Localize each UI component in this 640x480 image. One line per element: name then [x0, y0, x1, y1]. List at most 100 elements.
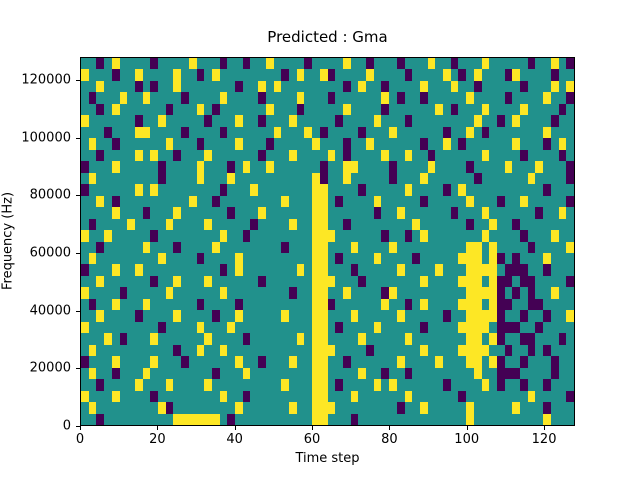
heatmap-cell [335, 115, 343, 127]
x-tick-mark [466, 426, 468, 430]
heatmap-cell [258, 207, 266, 219]
heatmap-cell [312, 344, 320, 357]
heatmap-cell [96, 379, 105, 391]
heatmap-cell [496, 367, 505, 380]
heatmap-cell [381, 92, 390, 104]
heatmap-cell [512, 367, 521, 380]
heatmap-cell [435, 356, 444, 368]
heatmap-cell [419, 172, 428, 185]
heatmap-cell [520, 195, 528, 208]
heatmap-cell [304, 126, 313, 139]
heatmap-cell [496, 356, 505, 368]
heatmap-cell [458, 184, 467, 196]
heatmap-cell [119, 287, 128, 299]
heatmap-cell [489, 298, 497, 311]
heatmap-cell [219, 230, 228, 242]
heatmap-cell [373, 252, 382, 265]
heatmap-cell [335, 321, 343, 334]
heatmap-cell [96, 58, 105, 70]
heatmap-cell [427, 58, 436, 70]
x-tick-mark [157, 426, 159, 430]
heatmap-cell [312, 310, 320, 322]
heatmap-cell [165, 103, 174, 116]
heatmap-cell [227, 207, 236, 219]
heatmap-cell [104, 333, 112, 345]
heatmap-cell [473, 333, 482, 345]
heatmap-cell [119, 92, 128, 104]
heatmap-cell [550, 80, 559, 93]
x-tick-mark [312, 426, 314, 430]
heatmap-cell [381, 149, 390, 162]
heatmap-cell [211, 69, 220, 81]
heatmap-cell [96, 80, 105, 93]
heatmap-cell [88, 172, 97, 185]
heatmap-cell [319, 287, 328, 299]
heatmap-cell [520, 310, 528, 322]
heatmap-cell [319, 298, 328, 311]
heatmap-cell [312, 402, 320, 414]
heatmap-cell [312, 195, 320, 208]
plot-title: Predicted : Gma [267, 28, 388, 46]
heatmap-cell [111, 390, 120, 403]
x-tick-label: 120 [531, 432, 557, 447]
heatmap-cell [512, 264, 521, 276]
heatmap-cell [219, 287, 228, 299]
heatmap-cell [134, 310, 143, 322]
heatmap-cell [235, 402, 243, 414]
heatmap-cell [504, 344, 513, 357]
heatmap-cell [473, 115, 482, 127]
heatmap-cell [150, 333, 159, 345]
heatmap-cell [458, 298, 467, 311]
heatmap-cell [258, 149, 266, 162]
heatmap-cell [319, 356, 328, 368]
y-tick-label: 120000 [21, 72, 71, 88]
y-tick-mark [76, 80, 80, 82]
heatmap-cell [96, 241, 105, 253]
x-tick-label: 60 [303, 432, 321, 447]
heatmap-cell [496, 298, 505, 311]
heatmap-cell [88, 367, 97, 380]
heatmap-cell [81, 390, 89, 403]
heatmap-cell [173, 207, 182, 219]
heatmap-cell [550, 115, 559, 127]
heatmap-cell [288, 356, 297, 368]
heatmap-cell [319, 379, 328, 391]
y-tick-label: 80000 [29, 187, 71, 203]
heatmap-cell [504, 69, 513, 81]
heatmap-cell [543, 310, 551, 322]
heatmap-cell [342, 218, 351, 231]
heatmap-cell [489, 241, 497, 253]
heatmap-cell [527, 344, 536, 357]
heatmap-cell [204, 413, 212, 425]
heatmap-cell [127, 218, 135, 231]
heatmap-cell [466, 344, 474, 357]
x-tick-label: 40 [226, 432, 243, 447]
heatmap-cell [211, 241, 220, 253]
y-tick-label: 60000 [29, 245, 71, 261]
heatmap-cell [211, 310, 220, 322]
heatmap-cell [473, 69, 482, 81]
heatmap-cell [419, 275, 428, 288]
x-tick-mark [234, 426, 236, 430]
heatmap-cell [88, 92, 97, 104]
x-tick-mark [389, 426, 391, 430]
heatmap-cell [319, 264, 328, 276]
heatmap-cell [543, 252, 551, 265]
heatmap-cell [319, 195, 328, 208]
heatmap-cell [235, 138, 243, 150]
heatmap-cell [358, 80, 367, 93]
heatmap-cell [281, 379, 289, 391]
heatmap-cell [558, 207, 567, 219]
heatmap-cell [319, 252, 328, 265]
heatmap-cell [181, 413, 189, 425]
heatmap-cell [404, 115, 413, 127]
heatmap-cell [543, 402, 551, 414]
heatmap-cell [543, 138, 551, 150]
heatmap-cell [489, 275, 497, 288]
heatmap-cell [496, 310, 505, 322]
heatmap-cell [142, 241, 151, 253]
heatmap-cell [204, 275, 212, 288]
heatmap-cell [196, 413, 205, 425]
heatmap-cell [219, 58, 228, 70]
heatmap-cell [535, 298, 544, 311]
